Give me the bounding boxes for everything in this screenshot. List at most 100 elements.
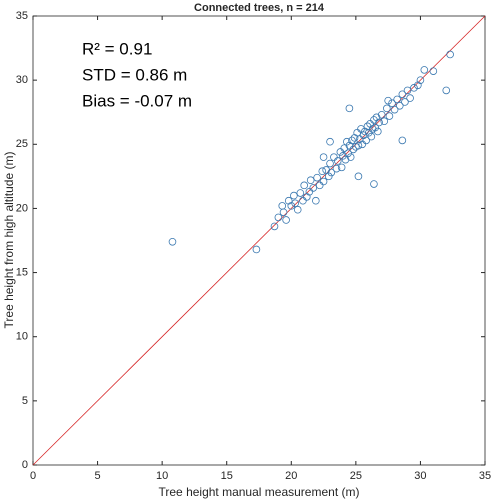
point [345, 104, 354, 113]
point [337, 163, 346, 172]
point [282, 216, 290, 224]
point [374, 127, 382, 136]
point [353, 128, 361, 137]
point [336, 148, 345, 156]
x-tick-label: 15 [221, 470, 233, 482]
y-tick-label: 35 [16, 10, 28, 22]
y-tick-label: 5 [22, 395, 28, 407]
y-tick-label: 25 [16, 138, 28, 150]
point [333, 157, 342, 165]
point [324, 172, 333, 181]
point [383, 104, 391, 113]
annotation: Bias = -0.07 m [82, 91, 192, 110]
point [344, 149, 352, 158]
point [398, 136, 407, 145]
point [319, 177, 328, 186]
x-tick-label: 0 [30, 470, 36, 482]
point [302, 193, 311, 201]
point [341, 155, 350, 164]
point [340, 144, 349, 152]
point [393, 95, 401, 104]
point [315, 181, 324, 190]
point [327, 168, 336, 177]
point [299, 196, 307, 205]
point [388, 99, 396, 108]
point [420, 66, 429, 74]
reference-line [32, 15, 486, 466]
point [274, 213, 283, 222]
point [339, 152, 347, 160]
point [309, 184, 318, 192]
point [367, 132, 376, 141]
y-tick-label: 0 [22, 459, 28, 471]
point [291, 199, 299, 208]
x-tick-label: 5 [95, 470, 101, 482]
point [322, 166, 330, 174]
point [168, 237, 177, 246]
point [296, 189, 305, 197]
point [300, 181, 309, 190]
x-tick-label: 30 [414, 470, 426, 482]
point [370, 180, 378, 188]
point [446, 50, 454, 59]
point [293, 205, 302, 214]
point [361, 127, 369, 136]
point [312, 196, 320, 205]
point [429, 67, 438, 75]
point [406, 94, 414, 102]
point [371, 123, 380, 132]
point [442, 86, 451, 95]
point [377, 110, 386, 119]
point [270, 222, 279, 231]
point [354, 172, 363, 181]
point [395, 102, 404, 110]
plot-frame [32, 15, 486, 466]
point [305, 187, 314, 196]
x-tick-label: 10 [156, 470, 168, 482]
point [414, 81, 422, 90]
point [279, 208, 288, 217]
point [416, 76, 425, 84]
annotation: STD = 0.86 m [82, 65, 187, 84]
x-tick-label: 25 [350, 470, 362, 482]
point [330, 153, 338, 161]
point [375, 118, 383, 127]
point [410, 84, 418, 92]
point [318, 167, 327, 176]
y-tick-label: 30 [16, 74, 28, 86]
x-tick-label: 20 [285, 470, 297, 482]
chart-title: Connected trees, n = 214 [194, 2, 325, 14]
point [403, 86, 412, 95]
point [252, 245, 261, 254]
point [350, 134, 359, 142]
point [364, 128, 373, 137]
point [385, 112, 394, 120]
point [390, 105, 399, 114]
annotation: R² = 0.91 [82, 39, 152, 58]
point [290, 191, 298, 200]
point [370, 116, 378, 124]
y-tick-label: 15 [16, 266, 28, 278]
point [357, 125, 365, 133]
point [401, 98, 409, 106]
y-tick-label: 20 [16, 202, 28, 214]
point [348, 136, 356, 145]
point [343, 137, 351, 146]
point [359, 131, 368, 140]
point [372, 113, 381, 122]
y-tick-label: 10 [16, 331, 28, 343]
point [358, 140, 367, 149]
point [332, 164, 341, 173]
point [398, 90, 407, 99]
point [284, 196, 293, 205]
point [362, 136, 370, 145]
point [384, 96, 392, 105]
point [287, 202, 296, 210]
point [313, 173, 321, 182]
point [306, 176, 315, 185]
x-axis-label: Tree height manual measurement (m) [159, 485, 360, 499]
point [326, 159, 334, 168]
point [326, 137, 334, 146]
y-axis-label: Tree height from high altitude (m) [2, 152, 16, 329]
